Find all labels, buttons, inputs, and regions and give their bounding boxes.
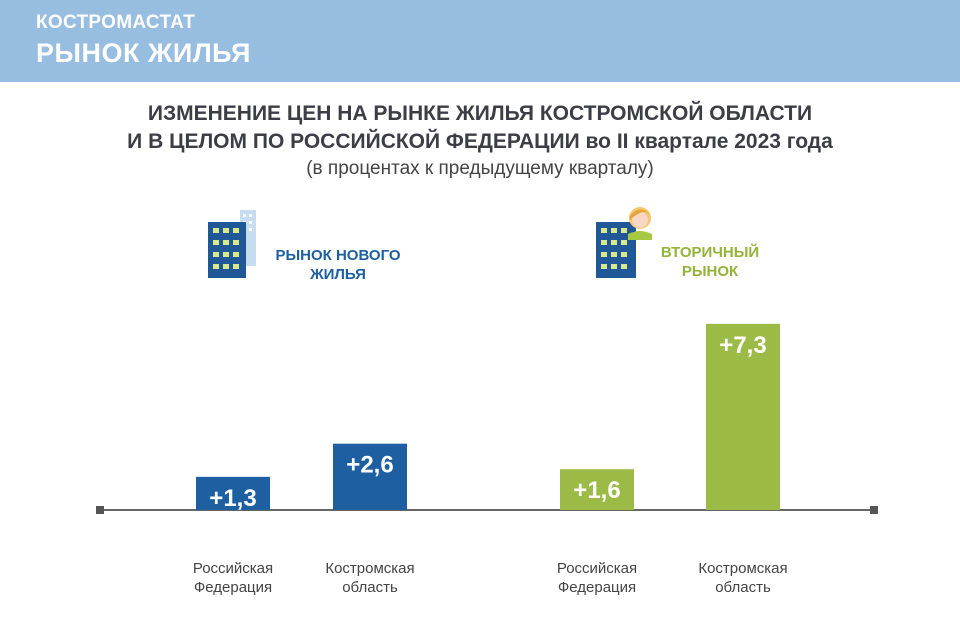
category-label-secondary-kostroma-line2: область (715, 579, 771, 596)
chart-title-line1: ИЗМЕНЕНИЕ ЦЕН НА РЫНКЕ ЖИЛЬЯ КОСТРОМСКОЙ… (147, 102, 813, 125)
segment-label-new-market: РЫНОК НОВОГО ЖИЛЬЯ (262, 246, 414, 284)
category-label-secondary-rf-line2: Федерация (558, 579, 636, 596)
building-with-person-icon (596, 207, 652, 278)
bar-new-rf (196, 476, 270, 510)
chart-title: ИЗМЕНЕНИЕ ЦЕН НА РЫНКЕ ЖИЛЬЯ КОСТРОМСКОЙ… (0, 100, 960, 182)
category-label-new-kostroma-line1: Костромская (325, 560, 414, 577)
bar-secondary-rf (560, 469, 634, 510)
apartment-building-icon (208, 210, 256, 278)
segment-label-secondary-market: ВТОРИЧНЫЙ РЫНОК (636, 243, 784, 281)
data-label-new-kostroma: +2,6 (346, 452, 393, 479)
x-axis-right-end (870, 506, 878, 514)
segment-label-new-line1: РЫНОК НОВОГО (275, 247, 401, 264)
category-label-new-kostroma-line2: область (342, 579, 398, 596)
segment-label-secondary-line2: РЫНОК (681, 263, 739, 280)
segment-label-new-line2: ЖИЛЬЯ (310, 266, 366, 283)
data-label-secondary-rf: +1,6 (573, 477, 620, 504)
category-label-new-rf-line1: Российская (193, 560, 273, 577)
data-label-secondary-kostroma: +7,3 (719, 332, 766, 359)
bar-secondary-kostroma (706, 323, 780, 510)
data-label-new-rf: +1,3 (209, 485, 256, 512)
chart-title-line2: И В ЦЕЛОМ ПО РОССИЙСКОЙ ФЕДЕРАЦИИ во II … (127, 130, 833, 153)
bar-new-kostroma (333, 443, 407, 510)
category-label-secondary-rf-line1: Российская (557, 560, 637, 577)
segment-label-secondary-line1: ВТОРИЧНЫЙ (660, 244, 760, 261)
header-title: РЫНОК ЖИЛЬЯ (36, 38, 251, 68)
organization-name: КОСТРОМАСТАТ (36, 12, 196, 33)
chart-subtitle: (в процентах к предыдущему кварталу) (306, 158, 654, 179)
x-axis-left-end (96, 506, 104, 514)
category-label-new-rf-line2: Федерация (194, 579, 272, 596)
header-banner: КОСТРОМАСТАТ РЫНОК ЖИЛЬЯ (0, 0, 960, 82)
category-label-secondary-kostroma-line1: Костромская (698, 560, 787, 577)
